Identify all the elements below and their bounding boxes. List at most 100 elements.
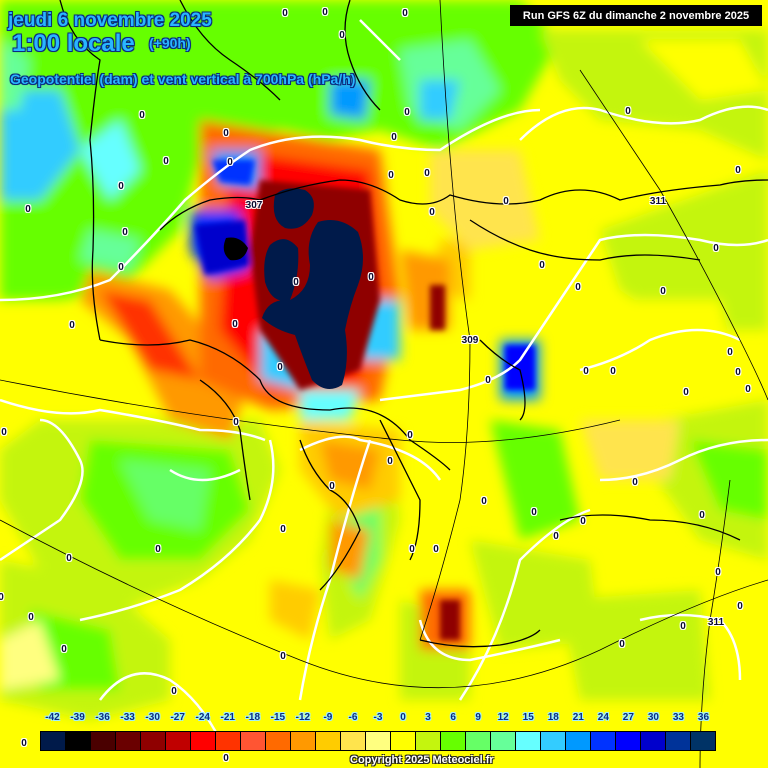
contour-label-zero: 0 <box>713 243 719 254</box>
legend-swatch <box>591 732 616 750</box>
contour-label-zero: 0 <box>699 510 705 521</box>
legend-tick: 27 <box>622 712 634 723</box>
contour-label-zero: 0 <box>683 387 689 398</box>
contour-label-zero: 0 <box>21 738 27 749</box>
legend-swatch <box>91 732 116 750</box>
contour-label-zero: 0 <box>329 481 335 492</box>
contour-label-zero: 0 <box>322 7 328 18</box>
legend-tick: 6 <box>450 712 456 723</box>
legend-swatch <box>466 732 491 750</box>
contour-label-zero: 0 <box>280 651 286 662</box>
contour-label-zero: 0 <box>232 319 238 330</box>
contour-label-zero: 0 <box>28 612 34 623</box>
forecast-date: jeudi 6 novembre 2025 <box>8 10 212 31</box>
legend-tick: 21 <box>572 712 584 723</box>
contour-label-zero: 0 <box>632 477 638 488</box>
contour-label-zero: 0 <box>745 384 751 395</box>
legend-swatch <box>166 732 191 750</box>
legend-swatch <box>316 732 341 750</box>
contour-label-zero: 0 <box>737 601 743 612</box>
contour-label-zero: 0 <box>625 106 631 117</box>
contour-label-zero: 0 <box>69 320 75 331</box>
legend-swatch <box>616 732 641 750</box>
legend-swatch <box>141 732 166 750</box>
contour-label-zero: 0 <box>25 204 31 215</box>
legend-swatch <box>516 732 541 750</box>
forecast-lead-time: (+90h) <box>149 35 191 51</box>
contour-label-zero: 0 <box>0 592 4 603</box>
contour-label-zero: 0 <box>118 262 124 273</box>
contour-label-zero: 0 <box>583 366 589 377</box>
contour-label-zero: 0 <box>619 639 625 650</box>
contour-label-zero: 0 <box>409 544 415 555</box>
legend-swatch <box>291 732 316 750</box>
contour-label-zero: 0 <box>404 107 410 118</box>
legend-swatch <box>541 732 566 750</box>
legend-swatch <box>366 732 391 750</box>
legend-tick: -12 <box>295 712 311 723</box>
contour-label-zero: 0 <box>233 417 239 428</box>
contour-label-zero: 0 <box>223 753 229 764</box>
legend-color-bar <box>40 731 716 751</box>
geopotential-label: 307 <box>245 200 263 211</box>
contour-label-zero: 0 <box>503 196 509 207</box>
contour-label-zero: 0 <box>139 110 145 121</box>
legend-tick: -18 <box>245 712 261 723</box>
coastlines <box>59 0 768 648</box>
contour-label-zero: 0 <box>580 516 586 527</box>
contour-label-zero: 0 <box>539 260 545 271</box>
contour-label-zero: 0 <box>402 8 408 19</box>
contour-label-zero: 0 <box>391 132 397 143</box>
contour-label-zero: 0 <box>171 686 177 697</box>
contour-label-zero: 0 <box>424 168 430 179</box>
legend-swatch <box>691 732 715 750</box>
contour-label-zero: 0 <box>727 347 733 358</box>
contour-label-zero: 0 <box>227 157 233 168</box>
contour-label-zero: 0 <box>118 181 124 192</box>
legend-tick: 33 <box>672 712 684 723</box>
legend-tick: 24 <box>597 712 609 723</box>
contour-label-zero: 0 <box>280 524 286 535</box>
legend-tick: -3 <box>373 712 383 723</box>
contour-label-zero: 0 <box>735 367 741 378</box>
contour-label-zero: 0 <box>163 156 169 167</box>
geopotential-label: 311 <box>707 617 725 628</box>
contour-label-zero: 0 <box>61 644 67 655</box>
contour-label-zero: 0 <box>485 375 491 386</box>
model-run-banner: Run GFS 6Z du dimanche 2 novembre 2025 <box>510 5 762 26</box>
contour-label-zero: 0 <box>735 165 741 176</box>
forecast-local-time: 1:00 locale <box>12 30 135 57</box>
legend-swatch <box>241 732 266 750</box>
legend-tick: 0 <box>400 712 406 723</box>
legend-swatch <box>666 732 691 750</box>
legend-tick: -9 <box>323 712 333 723</box>
legend-tick: 18 <box>547 712 559 723</box>
legend-swatch <box>391 732 416 750</box>
legend-swatch <box>216 732 241 750</box>
color-scale-legend: -42 -39 -36 -33 -30 -27 -24 -21 -18 -15 -12 -9 -6 -3 0… <box>40 712 716 752</box>
legend-tick: -36 <box>95 712 110 723</box>
contour-label-zero: 0 <box>407 430 413 441</box>
geopotential-label: 309 <box>461 335 479 346</box>
legend-swatch <box>641 732 666 750</box>
legend-swatch <box>266 732 291 750</box>
contour-label-zero: 0 <box>481 496 487 507</box>
legend-tick: -15 <box>270 712 286 723</box>
legend-tick: 15 <box>522 712 534 723</box>
contour-label-zero: 0 <box>293 277 299 288</box>
contour-label-zero: 0 <box>575 282 581 293</box>
contour-label-zero: 0 <box>277 362 283 373</box>
legend-swatch <box>341 732 366 750</box>
parameter-title: Geopotentiel (dam) et vent vertical à 70… <box>10 71 356 87</box>
legend-tick: -39 <box>70 712 85 723</box>
legend-swatch <box>41 732 66 750</box>
contour-label-zero: 0 <box>155 544 161 555</box>
legend-tick: -30 <box>145 712 160 723</box>
contour-label-zero: 0 <box>388 170 394 181</box>
legend-tick: 3 <box>425 712 431 723</box>
legend-tick: 9 <box>475 712 481 723</box>
contour-label-zero: 0 <box>339 30 345 41</box>
contour-label-zero: 0 <box>368 272 374 283</box>
legend-tick: -33 <box>120 712 135 723</box>
